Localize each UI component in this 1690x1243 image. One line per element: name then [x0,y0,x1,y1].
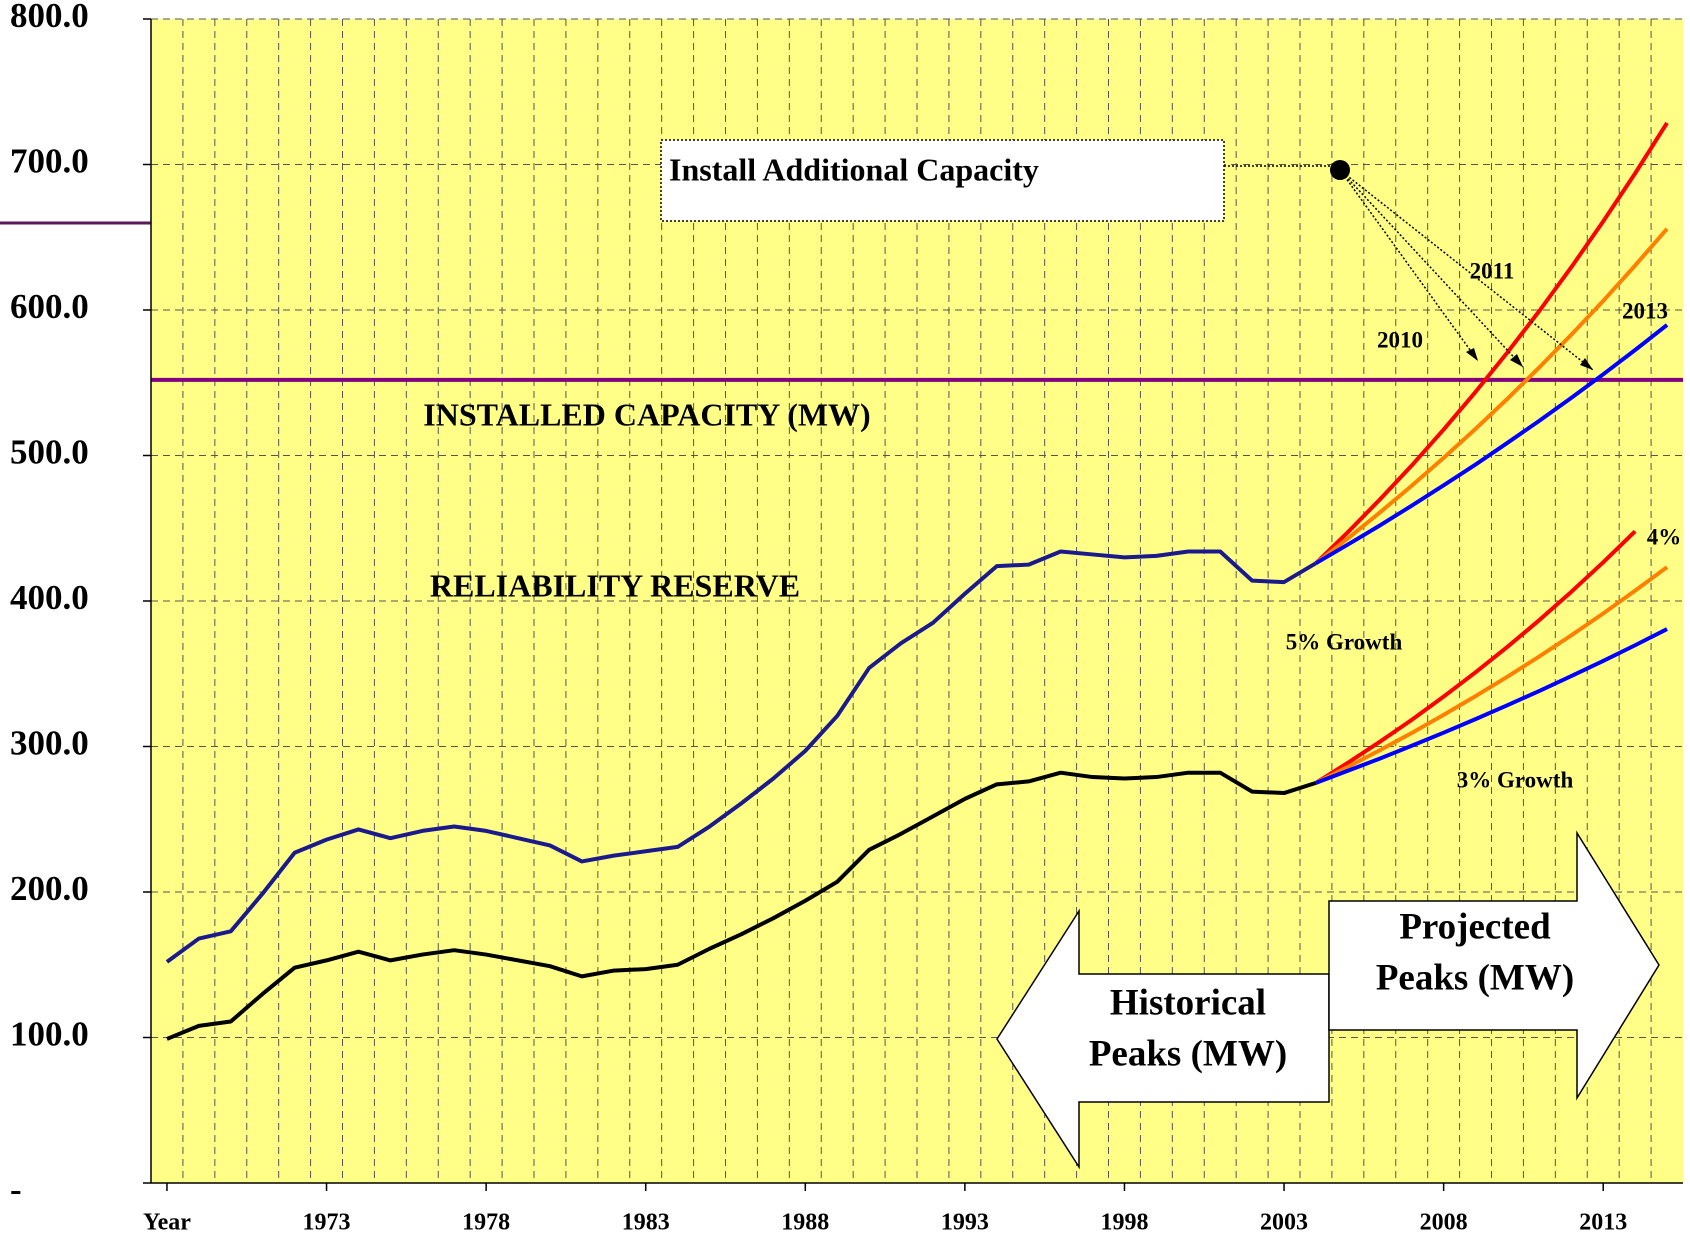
growth-3: 3% Growth [1457,767,1574,792]
y-tick-label: 700.0 [10,142,89,181]
x-tick-label: Year [143,1210,191,1236]
pointer [1339,169,1524,368]
capacity-label: INSTALLED CAPACITY (MW) [423,396,870,432]
x-tick-label: 2003 [1260,1210,1308,1236]
series-line [165,549,1317,964]
pointer [1339,169,1479,362]
reserve-label: RELIABILITY RESERVE [430,567,800,603]
y-tick-label: 500.0 [10,433,89,472]
y-tick-label: 200.0 [10,869,89,908]
dot [1330,160,1350,180]
x-tick-label: 1978 [462,1210,510,1236]
x-tick-label: 1993 [941,1210,989,1236]
install-label: Install Additional Capacity [669,151,1039,187]
pointer [1339,169,1594,371]
series-line [1314,323,1669,565]
historical-label: Peaks (MW) [1089,1033,1287,1074]
y-tick-label: 600.0 [10,287,89,326]
label-2011: 2011 [1470,258,1515,283]
projected-label: Projected [1399,906,1551,947]
label-2010: 2010 [1377,327,1423,352]
series-line [1314,227,1669,565]
arrowhead [1580,358,1593,370]
growth-4: 4% [1647,524,1682,549]
y-tick-label: - [10,1170,22,1209]
pointer-lines [1224,165,1594,371]
historical-label: Historical [1110,982,1266,1023]
x-tick-label: 2013 [1579,1210,1627,1236]
arrowheads [1466,348,1593,370]
x-tick-label: 2008 [1420,1210,1468,1236]
series-line [166,770,1317,1041]
y-tick-label: 800.0 [10,0,89,35]
projected-label: Peaks (MW) [1376,957,1574,998]
x-tick-label: 1998 [1100,1210,1148,1236]
install-box [660,139,1225,222]
arrowhead [1510,354,1523,367]
growth-5: 5% Growth [1286,629,1403,654]
x-tick-label: 1983 [622,1210,670,1236]
y-tick-label: 300.0 [10,724,89,763]
axes: - 100.0 200.0 300.0 400.0 500.0 600.0 700.0 800.… [10,0,1683,1236]
y-tick-label: 100.0 [10,1015,89,1054]
series-line [1314,529,1637,785]
x-tick-label: 1988 [781,1210,829,1236]
x-tick-label: 1973 [303,1210,351,1236]
series-line [1315,565,1669,785]
y-tick-label: 400.0 [10,578,89,617]
label-2013: 2013 [1622,298,1668,323]
series-line [1315,627,1668,785]
lines [151,121,1683,1041]
projected-arrow [1328,830,1660,1101]
series-line [1314,121,1669,565]
arrowhead [1466,348,1478,361]
historical-arrow [996,908,1330,1170]
